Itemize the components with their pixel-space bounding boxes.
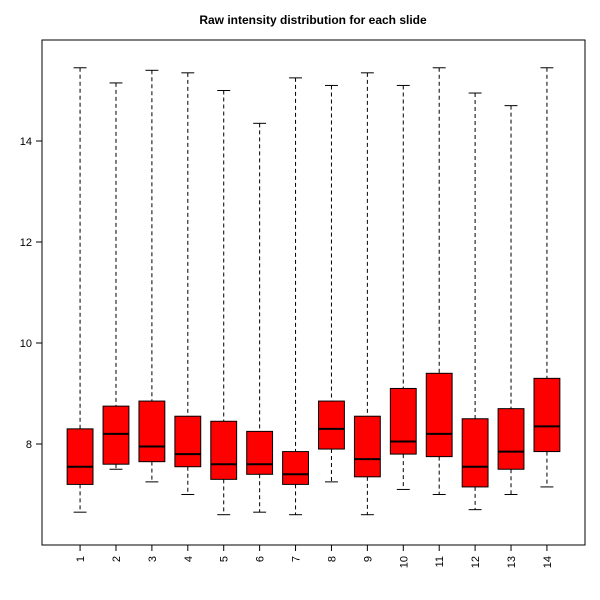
x-tick-label: 11 bbox=[434, 556, 446, 567]
box-slide-4 bbox=[174, 415, 202, 468]
x-tick-label: 6 bbox=[255, 556, 267, 562]
x-tick-label: 5 bbox=[219, 556, 231, 562]
plot-border bbox=[41, 39, 586, 546]
box-slide-3 bbox=[138, 400, 166, 463]
x-tick-label: 3 bbox=[147, 556, 159, 562]
box-slide-9 bbox=[353, 415, 381, 478]
box-slide-7 bbox=[282, 451, 309, 485]
x-tick-label: 9 bbox=[362, 556, 374, 562]
x-tick-label: 13 bbox=[506, 556, 518, 568]
box-slide-8 bbox=[318, 400, 345, 450]
box-slide-1 bbox=[66, 428, 94, 485]
x-tick-label: 14 bbox=[542, 556, 554, 568]
box-slide-6 bbox=[246, 430, 274, 475]
box-slide-2 bbox=[102, 405, 130, 465]
x-tick-label: 10 bbox=[398, 556, 410, 568]
box-slide-11 bbox=[425, 372, 453, 458]
x-tick-label: 4 bbox=[183, 556, 195, 562]
y-tick-label: 12 bbox=[20, 237, 32, 249]
x-tick-label: 8 bbox=[326, 556, 338, 562]
box-slide-12 bbox=[461, 418, 489, 488]
x-tick-label: 2 bbox=[111, 556, 123, 562]
x-tick-label: 7 bbox=[291, 556, 303, 562]
box-slide-10 bbox=[389, 387, 417, 455]
chart-title: Raw intensity distribution for each slid… bbox=[199, 13, 427, 27]
y-tick-label: 8 bbox=[26, 439, 32, 451]
x-tick-label: 12 bbox=[470, 556, 482, 568]
y-tick-label: 10 bbox=[20, 338, 32, 350]
x-tick-label: 1 bbox=[75, 556, 87, 562]
box-slide-14 bbox=[533, 377, 561, 453]
box-slide-13 bbox=[497, 408, 525, 470]
y-tick-label: 14 bbox=[20, 136, 32, 148]
box-slide-5 bbox=[210, 420, 238, 480]
